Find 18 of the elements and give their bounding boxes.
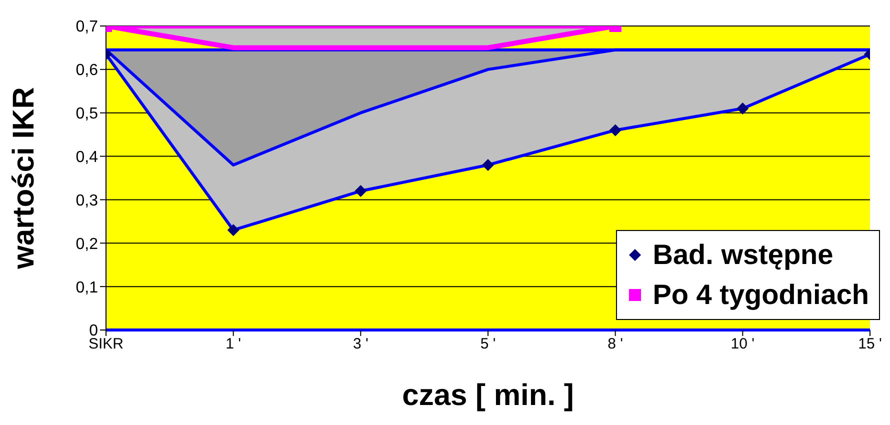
y-tick-label: 0,5 [76, 106, 98, 123]
x-tick-label: 8 ' [608, 336, 624, 353]
y-tick-label: 0,1 [76, 279, 98, 296]
x-tick-label: 10 ' [730, 336, 755, 353]
y-axis-title: wartości IKR [8, 86, 41, 270]
x-tick-label: 15 ' [858, 336, 882, 353]
y-tick-label: 0,7 [76, 18, 98, 36]
legend-label: Po 4 tygodniach [652, 278, 869, 312]
x-tick-label: 3 ' [352, 336, 368, 353]
x-tick-label: 5 ' [480, 336, 496, 353]
y-tick-label: 0,2 [76, 236, 98, 253]
y-tick-label: 0,4 [76, 148, 98, 166]
x-tick-label: SIKR [88, 336, 124, 353]
y-tick-label: 0,3 [76, 192, 98, 210]
legend-label: Bad. wstępne [652, 238, 834, 272]
x-axis-title: czas [ min. ] [402, 379, 574, 412]
y-tick-label: 0,6 [76, 62, 98, 80]
x-tick-label: 1 ' [226, 336, 242, 353]
